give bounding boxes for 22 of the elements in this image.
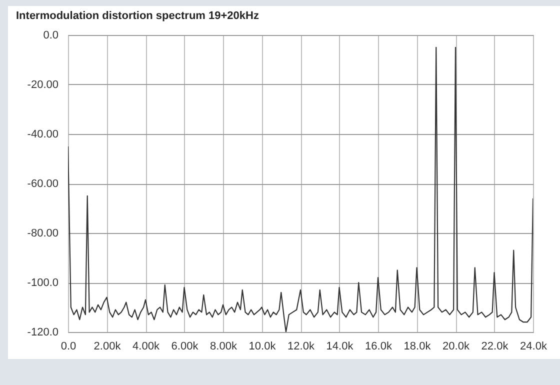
y-tick-label: -60.00: [27, 178, 58, 190]
x-tick-label: 6.00k: [171, 340, 199, 352]
y-tick-label: -80.00: [27, 228, 58, 240]
x-tick-label: 16.0k: [365, 340, 392, 352]
chart-title: Intermodulation distortion spectrum 19+20kHz: [16, 10, 260, 22]
y-tick-label: -120.0: [27, 326, 58, 338]
y-tick-label: -40.00: [27, 128, 58, 140]
x-tick-label: 20.0k: [442, 340, 470, 352]
x-tick-label: 12.0k: [288, 340, 315, 352]
x-tick-label: 22.0k: [481, 340, 509, 352]
x-tick-label: 8.00k: [210, 340, 238, 352]
y-tick-label: 0.0: [43, 30, 58, 42]
x-tick-label: 10.0k: [248, 340, 276, 352]
line-series: [68, 46, 533, 332]
y-tick-label: -20.00: [27, 79, 58, 91]
x-tick-label: 24.0k: [520, 340, 548, 352]
x-tick-label: 18.0k: [404, 340, 432, 352]
x-tick-label: 0.0: [60, 340, 76, 352]
y-tick-label: -100.0: [27, 277, 58, 289]
x-tick-label: 4.00k: [132, 340, 160, 352]
x-tick-label: 2.00k: [94, 340, 122, 352]
x-tick-label: 14.0k: [326, 340, 354, 352]
